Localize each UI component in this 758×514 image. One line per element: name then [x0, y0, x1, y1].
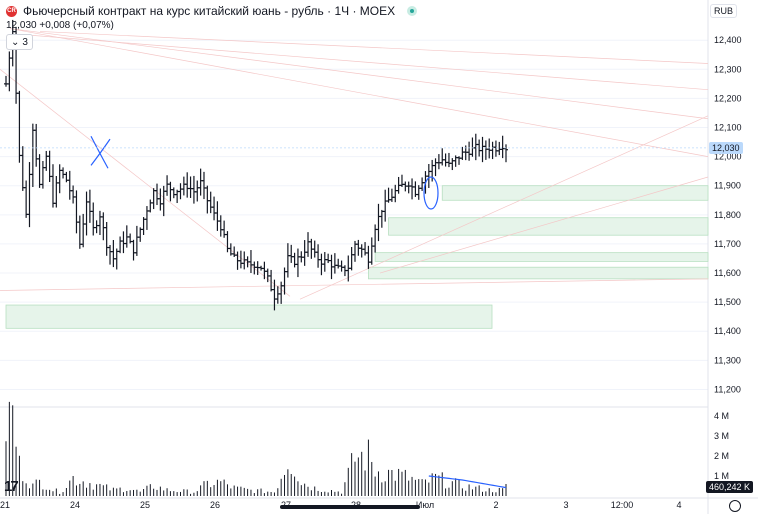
- time-tick-label: 2: [493, 500, 498, 510]
- time-tick-label: 24: [70, 500, 80, 510]
- trend-line-1[interactable]: [9, 28, 709, 157]
- demand-zone-2[interactable]: [388, 217, 709, 236]
- last-price-label: 12,030: [709, 141, 743, 154]
- time-tick-label: 21: [0, 500, 10, 510]
- time-tick-label: 12:00: [611, 500, 634, 510]
- volume-last-label: 460,242 K: [706, 480, 754, 493]
- price-tick-label: 11,700: [714, 239, 741, 249]
- demand-zone-3[interactable]: [374, 252, 709, 262]
- demand-zone-1[interactable]: [441, 185, 709, 201]
- price-tick-label: 11,300: [714, 355, 741, 365]
- price-tick-label: 12,000: [714, 152, 742, 162]
- price-change: +0,008 (+0,07%): [39, 20, 114, 31]
- volume-average-line: [428, 475, 507, 489]
- time-tick-label: 4: [676, 500, 681, 510]
- currency-button[interactable]: RUB: [710, 4, 738, 18]
- price-tick-label: 12,300: [714, 64, 742, 74]
- drawing-cross-stroke-2[interactable]: [90, 138, 111, 166]
- price-tick-label: 11,800: [714, 210, 741, 220]
- market-open-icon: [407, 6, 418, 16]
- price-tick-label: 11,900: [714, 181, 741, 191]
- time-tick-label: 3: [563, 500, 568, 510]
- price-tick-label: 12,100: [714, 123, 742, 133]
- trend-line-6[interactable]: [379, 176, 709, 274]
- trend-line-3[interactable]: [19, 34, 709, 91]
- volume-tick-label: 3 M: [714, 431, 729, 441]
- price-tick-label: 11,400: [714, 326, 741, 336]
- price-tick-label: 12,400: [714, 35, 742, 45]
- trend-line-2[interactable]: [39, 31, 709, 64]
- volume-tick-label: 1 M: [714, 471, 729, 481]
- chevron-down-icon: ⌄: [11, 36, 20, 48]
- settings-gear-icon[interactable]: [729, 500, 741, 512]
- price-tick-label: 11,600: [714, 268, 741, 278]
- indicator-count: 3: [22, 36, 28, 48]
- symbol-title[interactable]: Фьючерсный контракт на курс китайский юа…: [23, 4, 396, 18]
- demand-zone-0[interactable]: [5, 304, 493, 329]
- symbol-logo: CR: [6, 5, 17, 17]
- trend-line-4[interactable]: [0, 69, 291, 297]
- time-tick-label: Июл: [416, 500, 434, 510]
- last-price: 12,030: [6, 20, 37, 31]
- time-scrollbar[interactable]: [280, 505, 420, 509]
- trend-line-7[interactable]: [0, 278, 709, 291]
- price-tick-label: 11,200: [714, 384, 741, 394]
- symbol-header[interactable]: CR Фьючерсный контракт на курс китайский…: [6, 4, 418, 18]
- price-tick-label: 12,200: [714, 93, 742, 103]
- tradingview-logo[interactable]: 17: [4, 478, 19, 495]
- demand-zone-4[interactable]: [368, 266, 709, 280]
- volume-tick-label: 2 M: [714, 451, 729, 461]
- drawing-ellipse[interactable]: [423, 176, 439, 210]
- trend-line-0[interactable]: [9, 28, 709, 120]
- time-tick-label: 25: [140, 500, 150, 510]
- price-tick-label: 11,500: [714, 297, 741, 307]
- indicators-toggle-button[interactable]: ⌄ 3: [6, 34, 33, 50]
- time-tick-label: 26: [210, 500, 220, 510]
- quote-line: 12,030 +0,008 (+0,07%): [6, 20, 114, 31]
- volume-tick-label: 4 M: [714, 411, 729, 421]
